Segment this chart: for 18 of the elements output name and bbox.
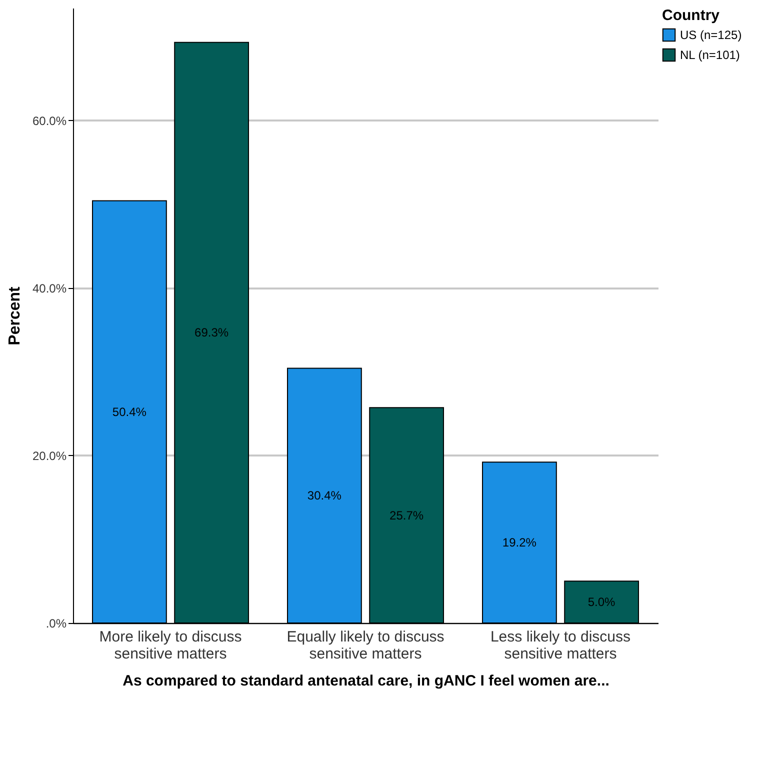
x-tick-label: Equally likely to discuss sensitive matters (286, 628, 444, 662)
legend-title: Country (662, 7, 720, 24)
data-label: 19.2% (502, 536, 537, 550)
legend-label: NL (n=101) (680, 48, 740, 62)
x-axis-title: As compared to standard antenatal care, in gANC I feel women are... (122, 672, 610, 690)
data-label: 50.4% (112, 404, 147, 419)
y-tick-label: .0% (46, 616, 67, 630)
data-label: 25.7% (390, 508, 424, 522)
y-tick-label: 40.0% (32, 281, 67, 296)
y-tick-label: 20.0% (32, 448, 67, 463)
y-axis-title: Percent (6, 286, 24, 346)
legend-label: US (n=125) (680, 28, 742, 42)
data-label: 69.3% (194, 326, 229, 340)
x-tick-label: More likely to discuss sensitive matters (99, 628, 242, 662)
data-label: 30.4% (307, 488, 342, 503)
data-label: 5.0% (588, 595, 616, 610)
y-tick-label: 60.0% (32, 114, 67, 128)
x-tick-label: Less likely to discuss sensitive matters (490, 628, 631, 662)
